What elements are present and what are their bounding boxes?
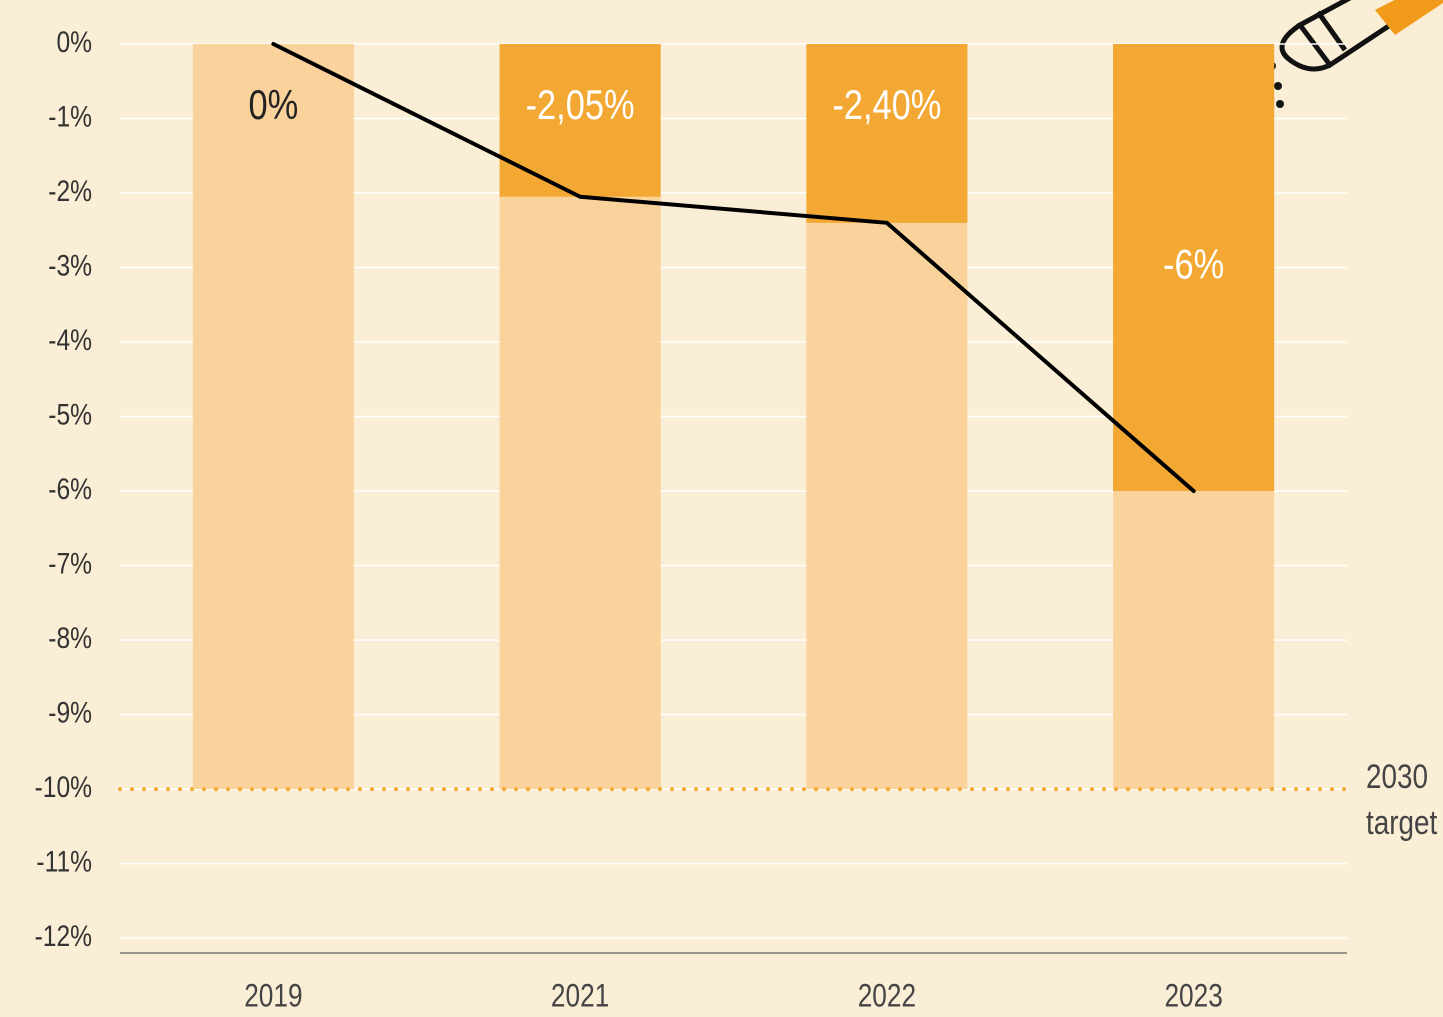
plot: 0% -1% -2% -3% -4% -5% -6% -7% -8% -9% -10% -11% -12…: [35, 25, 1438, 1015]
x-tick-label: 2021: [551, 979, 609, 1014]
x-tick-label: 2023: [1164, 979, 1222, 1014]
data-label: -6%: [1163, 241, 1224, 288]
y-tick-label: -11%: [36, 844, 92, 878]
x-tick-label: 2022: [858, 979, 916, 1014]
x-tick-label: 2019: [244, 979, 302, 1014]
y-tick-label: -3%: [48, 248, 92, 282]
trend-line: [271, 42, 1196, 494]
y-tick-label: -4%: [48, 323, 92, 357]
pencil-icon: [1251, 0, 1443, 118]
y-tick-label: -10%: [35, 770, 92, 804]
data-label: -2,05%: [526, 82, 635, 129]
target-bar: [192, 44, 354, 790]
data-label: 0%: [248, 82, 298, 129]
y-tick-label: -5%: [48, 397, 92, 431]
y-tick-label: 0%: [56, 25, 92, 59]
y-tick-label: -9%: [48, 695, 92, 729]
target-label: target: [1366, 803, 1438, 841]
y-tick-label: -12%: [35, 919, 92, 953]
bar: [806, 44, 968, 223]
bar: [1113, 44, 1275, 492]
y-tick-label: -8%: [48, 621, 92, 655]
target-label: 2030: [1366, 757, 1428, 795]
y-tick-label: -1%: [48, 99, 92, 133]
y-tick-label: -6%: [48, 472, 92, 506]
y-tick-label: -7%: [48, 546, 92, 580]
y-tick-label: -2%: [48, 174, 92, 208]
data-label: -2,40%: [832, 82, 941, 129]
